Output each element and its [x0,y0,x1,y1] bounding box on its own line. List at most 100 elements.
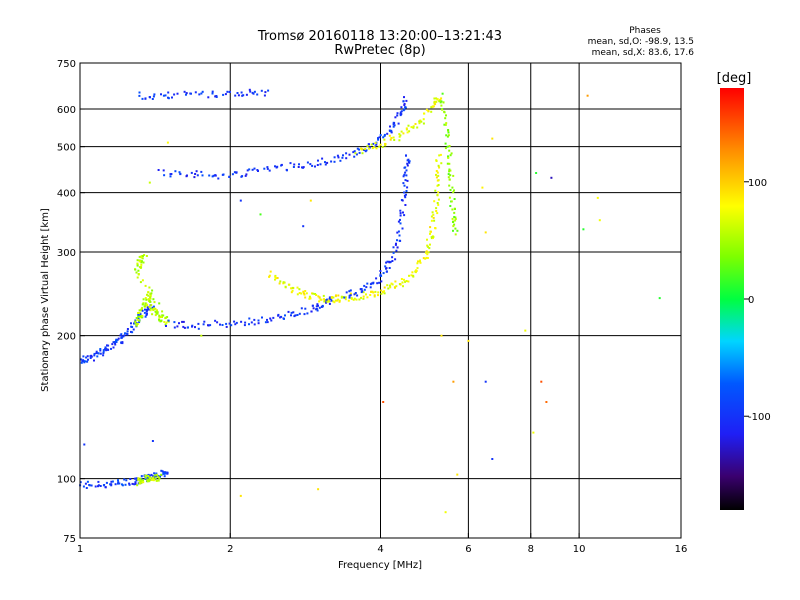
data-point [419,261,422,264]
data-point [402,285,404,288]
data-point [248,317,251,320]
data-point [144,474,147,477]
data-point [224,93,227,96]
data-point [141,314,144,317]
data-point [431,105,434,108]
data-point [375,277,378,280]
data-point [120,336,123,339]
data-point [173,93,176,96]
data-point [309,297,312,300]
data-point [185,92,188,95]
data-point [244,321,247,324]
data-point [135,479,138,482]
data-point [550,176,553,179]
data-point [448,149,451,152]
data-point [379,134,382,137]
data-point [403,96,405,99]
data-point [135,324,138,327]
data-point [138,321,141,324]
data-point [203,320,206,323]
stats-heading: Phases [629,26,661,36]
data-point [154,307,157,310]
data-point [162,472,165,475]
data-point [84,482,87,485]
data-point [372,142,375,145]
data-point [146,308,148,311]
data-point [384,265,387,268]
data-point [155,312,158,315]
data-point [266,318,268,321]
data-point [253,90,256,93]
data-point [444,147,447,150]
data-point [452,174,455,177]
data-point [425,251,427,254]
data-point [325,301,327,304]
data-point [398,234,401,237]
data-point [173,321,176,324]
data-point [151,477,154,480]
data-point [524,329,527,332]
data-point [445,114,447,117]
data-point [147,294,150,297]
data-point [145,303,148,306]
data-point [422,257,425,260]
data-point [403,191,406,194]
data-point [366,145,369,148]
data-point [435,170,438,172]
data-point [114,343,117,346]
data-point [658,297,661,300]
data-point [149,477,152,480]
data-point [139,309,142,312]
data-point [317,159,319,162]
data-point [82,355,85,358]
data-point [182,325,185,328]
data-point [451,217,454,220]
data-point [333,156,336,159]
data-point [369,286,372,289]
data-point [144,302,147,305]
data-point [147,298,150,301]
x-tick-label: 1 [77,544,83,555]
data-point [429,243,431,246]
data-point [121,335,124,338]
data-point [178,322,180,325]
data-point [219,323,221,326]
data-point [586,94,589,97]
data-point [453,211,456,214]
data-point [280,163,283,166]
data-point [143,254,146,256]
data-point [405,174,408,177]
data-point [374,290,377,293]
data-point [318,300,321,303]
data-point [453,223,456,226]
data-point [133,477,136,480]
data-point [139,281,142,284]
data-point [428,247,431,250]
data-point [117,479,119,482]
data-point [137,477,140,480]
data-point [86,480,89,483]
data-point [379,143,382,146]
data-point [125,332,128,335]
data-point [399,283,402,286]
data-point [361,148,364,151]
data-point [99,349,102,352]
data-point [438,166,441,169]
data-point [417,260,419,263]
data-point [423,112,425,115]
data-point [162,169,165,172]
data-point [401,199,404,202]
data-point [135,271,138,274]
data-point [140,475,143,478]
data-point [303,313,306,316]
data-point [268,169,271,172]
x-axis-ticks: 1 2 4 6 8 10 16 [77,533,687,555]
data-point [309,199,312,202]
colorbar-tick-label: 100 [748,178,767,189]
data-point [260,89,263,92]
data-point [406,159,409,162]
data-point [378,281,381,284]
data-point [138,94,141,97]
y-tick-label: 300 [57,248,76,259]
data-point [414,271,417,274]
